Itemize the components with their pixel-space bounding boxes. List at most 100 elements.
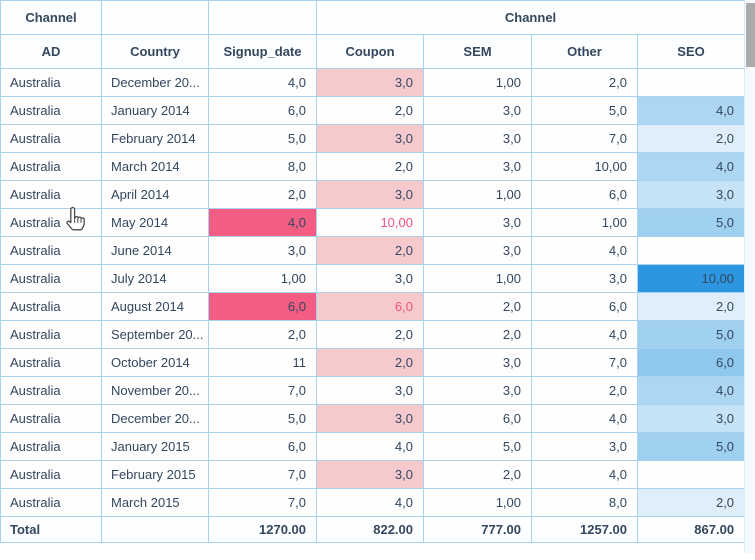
cell-sem[interactable]: 3,0 xyxy=(423,376,532,405)
cell-coupon[interactable]: 3,0 xyxy=(316,264,424,293)
cell-coupon[interactable]: 2,0 xyxy=(316,348,424,377)
cell-coupon[interactable]: 3,0 xyxy=(316,124,424,153)
column-header-country[interactable]: Country xyxy=(101,34,209,69)
cell-coupon[interactable]: 3,0 xyxy=(316,376,424,405)
cell-country[interactable]: December 20... xyxy=(101,68,209,97)
cell-ad[interactable]: Australia xyxy=(0,96,102,125)
cell-other[interactable]: 7,0 xyxy=(531,348,638,377)
cell-ad[interactable]: Australia xyxy=(0,236,102,265)
cell-signup[interactable]: 3,0 xyxy=(208,236,317,265)
cell-ad[interactable]: Australia xyxy=(0,264,102,293)
cell-ad[interactable]: Australia xyxy=(0,404,102,433)
cell-sem[interactable]: 2,0 xyxy=(423,460,532,489)
cell-other[interactable]: 3,0 xyxy=(531,432,638,461)
cell-signup[interactable]: 1,00 xyxy=(208,264,317,293)
scrollbar-thumb[interactable] xyxy=(746,3,755,67)
cell-signup[interactable]: 6,0 xyxy=(208,292,317,321)
cell-signup[interactable]: 7,0 xyxy=(208,376,317,405)
cell-country[interactable]: November 20... xyxy=(101,376,209,405)
cell-coupon[interactable]: 2,0 xyxy=(316,152,424,181)
cell-sem[interactable]: 3,0 xyxy=(423,96,532,125)
cell-sem[interactable]: 3,0 xyxy=(423,124,532,153)
cell-country[interactable]: July 2014 xyxy=(101,264,209,293)
cell-seo[interactable]: 2,0 xyxy=(636,488,746,517)
cell-signup[interactable]: 2,0 xyxy=(208,320,317,349)
cell-country[interactable]: May 2014 xyxy=(101,208,209,237)
cell-seo[interactable]: 5,0 xyxy=(636,432,746,461)
cell-seo[interactable]: 6,0 xyxy=(636,348,746,377)
cell-signup[interactable]: 2,0 xyxy=(208,180,317,209)
cell-signup[interactable]: 7,0 xyxy=(208,460,317,489)
header-channel-rows[interactable]: Channel xyxy=(0,0,102,35)
cell-other[interactable]: 5,0 xyxy=(531,96,638,125)
cell-seo[interactable]: 3,0 xyxy=(636,404,746,433)
cell-ad[interactable]: Australia xyxy=(0,68,102,97)
cell-country[interactable]: January 2014 xyxy=(101,96,209,125)
cell-signup[interactable]: 4,0 xyxy=(208,208,317,237)
cell-coupon[interactable]: 2,0 xyxy=(316,236,424,265)
cell-ad[interactable]: Australia xyxy=(0,320,102,349)
cell-sem[interactable]: 1,00 xyxy=(423,180,532,209)
cell-sem[interactable]: 2,0 xyxy=(423,292,532,321)
cell-ad[interactable]: Australia xyxy=(0,488,102,517)
cell-coupon[interactable]: 4,0 xyxy=(316,432,424,461)
cell-country[interactable]: September 20... xyxy=(101,320,209,349)
cell-sem[interactable]: 1,00 xyxy=(423,68,532,97)
cell-sem[interactable]: 5,0 xyxy=(423,432,532,461)
cell-country[interactable]: April 2014 xyxy=(101,180,209,209)
cell-coupon[interactable]: 3,0 xyxy=(316,460,424,489)
cell-seo[interactable] xyxy=(636,460,746,489)
cell-other[interactable]: 10,00 xyxy=(531,152,638,181)
cell-other[interactable]: 4,0 xyxy=(531,460,638,489)
cell-ad[interactable]: Australia xyxy=(0,460,102,489)
cell-seo[interactable]: 2,0 xyxy=(636,292,746,321)
cell-country[interactable]: June 2014 xyxy=(101,236,209,265)
header-channel-columns[interactable]: Channel xyxy=(315,0,746,35)
cell-coupon[interactable]: 4,0 xyxy=(316,488,424,517)
cell-country[interactable]: August 2014 xyxy=(101,292,209,321)
cell-signup[interactable]: 6,0 xyxy=(208,432,317,461)
cell-other[interactable]: 6,0 xyxy=(531,292,638,321)
cell-other[interactable]: 8,0 xyxy=(531,488,638,517)
cell-other[interactable]: 1,00 xyxy=(531,208,638,237)
cell-country[interactable]: October 2014 xyxy=(101,348,209,377)
cell-seo[interactable]: 4,0 xyxy=(636,96,746,125)
cell-signup[interactable]: 6,0 xyxy=(208,96,317,125)
cell-sem[interactable]: 1,00 xyxy=(423,488,532,517)
cell-coupon[interactable]: 2,0 xyxy=(316,96,424,125)
cell-signup[interactable]: 8,0 xyxy=(208,152,317,181)
cell-sem[interactable]: 2,0 xyxy=(423,320,532,349)
column-header-signup-date[interactable]: Signup_date xyxy=(208,34,317,69)
cell-signup[interactable]: 4,0 xyxy=(208,68,317,97)
cell-coupon[interactable]: 3,0 xyxy=(316,68,424,97)
column-header-ad[interactable]: AD xyxy=(0,34,102,69)
cell-seo[interactable] xyxy=(636,236,746,265)
cell-coupon[interactable]: 3,0 xyxy=(316,180,424,209)
cell-other[interactable]: 2,0 xyxy=(531,376,638,405)
cell-coupon[interactable]: 3,0 xyxy=(316,404,424,433)
cell-signup[interactable]: 7,0 xyxy=(208,488,317,517)
cell-other[interactable]: 3,0 xyxy=(531,264,638,293)
cell-other[interactable]: 7,0 xyxy=(531,124,638,153)
cell-other[interactable]: 4,0 xyxy=(531,320,638,349)
cell-seo[interactable]: 4,0 xyxy=(636,152,746,181)
cell-other[interactable]: 4,0 xyxy=(531,236,638,265)
vertical-scrollbar[interactable] xyxy=(744,0,755,553)
cell-signup[interactable]: 11 xyxy=(208,348,317,377)
cell-other[interactable]: 6,0 xyxy=(531,180,638,209)
cell-seo[interactable] xyxy=(636,68,746,97)
cell-other[interactable]: 4,0 xyxy=(531,404,638,433)
cell-sem[interactable]: 6,0 xyxy=(423,404,532,433)
column-header-coupon[interactable]: Coupon xyxy=(316,34,424,69)
cell-ad[interactable]: Australia xyxy=(0,432,102,461)
cell-ad[interactable]: Australia xyxy=(0,292,102,321)
cell-country[interactable]: March 2015 xyxy=(101,488,209,517)
cell-ad[interactable]: Australia xyxy=(0,348,102,377)
cell-country[interactable]: February 2014 xyxy=(101,124,209,153)
cell-ad[interactable]: Australia xyxy=(0,180,102,209)
cell-signup[interactable]: 5,0 xyxy=(208,404,317,433)
cell-seo[interactable]: 5,0 xyxy=(636,208,746,237)
cell-ad[interactable]: Australia xyxy=(0,124,102,153)
cell-seo[interactable]: 4,0 xyxy=(636,376,746,405)
cell-country[interactable]: February 2015 xyxy=(101,460,209,489)
